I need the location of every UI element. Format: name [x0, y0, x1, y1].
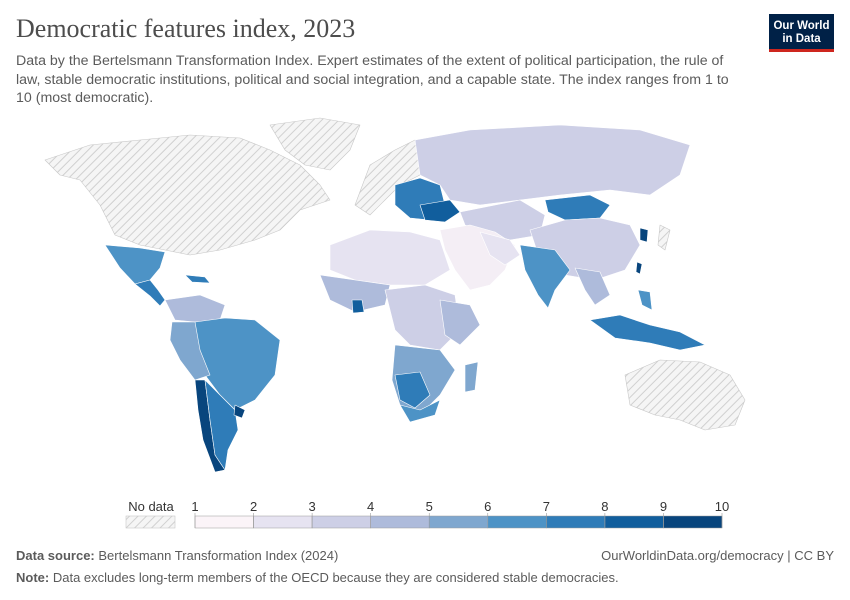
region-ghana: [351, 299, 365, 314]
legend-tick-label: 5: [426, 499, 433, 514]
legend-swatch: [194, 515, 254, 529]
legend-swatch: [487, 515, 547, 529]
legend-swatch: [370, 515, 430, 529]
legend-swatch: [604, 515, 664, 529]
region-russia: [414, 124, 691, 206]
region-greenland-no-data: [269, 117, 361, 171]
region-mexico: [104, 244, 166, 285]
legend-swatch: [253, 515, 313, 529]
legend-tick-label: 7: [543, 499, 550, 514]
legend-no-data-swatch: [125, 515, 176, 529]
legend-swatch: [546, 515, 606, 529]
region-south-africa: [399, 399, 441, 423]
data-source-label: Data source:: [16, 548, 95, 563]
legend-no-data-label: No data: [128, 499, 174, 514]
legend-tick-label: 6: [484, 499, 491, 514]
region-argentina: [204, 379, 239, 471]
chart-title: Democratic features index, 2023: [16, 14, 356, 43]
data-source-text: Bertelsmann Transformation Index (2024): [98, 548, 339, 563]
world-map[interactable]: [0, 110, 850, 490]
legend-tick-label: 4: [367, 499, 374, 514]
region-madagascar: [464, 361, 479, 393]
region-indonesia-malaysia: [589, 314, 706, 351]
region-venezuela-colombia: [164, 294, 226, 323]
region-western-europe-no-data: [354, 139, 431, 216]
logo-line-1: Our World: [773, 20, 830, 32]
region-australia-no-data: [624, 359, 746, 431]
region-peru-bolivia: [169, 321, 211, 381]
logo-line-2: in Data: [782, 33, 821, 45]
region-caribbean: [184, 274, 211, 284]
region-east-africa: [439, 299, 481, 346]
legend-swatch: [311, 515, 371, 529]
region-west-africa: [319, 274, 391, 313]
region-taiwan: [635, 261, 643, 275]
region-uruguay: [233, 404, 246, 419]
region-namibia-botswana: [394, 371, 431, 409]
region-central-america: [134, 279, 166, 307]
legend-swatch: [663, 515, 723, 529]
legend-tick-label: 10: [715, 499, 729, 514]
data-source: Data source: Bertelsmann Transformation …: [16, 548, 338, 563]
region-mongolia: [544, 194, 611, 221]
region-philippines: [637, 289, 653, 311]
legend-tick-label: 3: [308, 499, 315, 514]
owid-logo[interactable]: Our World in Data: [769, 14, 834, 52]
region-ukraine: [419, 199, 461, 223]
region-north-africa: [329, 229, 451, 286]
map-legend: No data 1 2 3 4 5 6 7 8 9 10: [125, 499, 729, 529]
legend-tick-label: 2: [250, 499, 257, 514]
legend-tick-label: 8: [601, 499, 608, 514]
legend-tick-label: 1: [191, 499, 198, 514]
region-north-america-no-data: [44, 134, 331, 256]
footnote-text: Data excludes long-term members of the O…: [52, 570, 619, 585]
chart-subtitle: Data by the Bertelsmann Transformation I…: [16, 53, 729, 106]
region-india: [519, 244, 571, 309]
region-south-korea: [639, 227, 649, 243]
source-url[interactable]: OurWorldinData.org/democracy | CC BY: [601, 548, 834, 563]
region-iran: [479, 231, 521, 266]
legend-swatch: [428, 515, 489, 529]
legend-tick-label: 9: [660, 499, 667, 514]
region-japan-no-data: [657, 224, 671, 251]
region-southeast-asia: [574, 267, 611, 306]
footnote: Note: Data excludes long-term members of…: [16, 570, 619, 585]
footnote-label: Note:: [16, 570, 50, 585]
